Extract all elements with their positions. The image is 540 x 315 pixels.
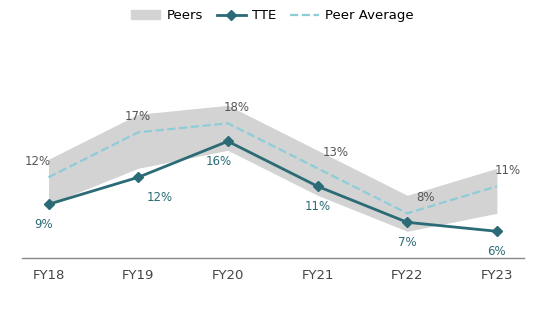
Text: 7%: 7% bbox=[398, 236, 416, 249]
Text: 6%: 6% bbox=[488, 245, 506, 258]
Text: 11%: 11% bbox=[305, 200, 330, 213]
Text: 17%: 17% bbox=[125, 110, 151, 123]
Text: 16%: 16% bbox=[206, 155, 232, 168]
Legend: Peers, TTE, Peer Average: Peers, TTE, Peer Average bbox=[126, 4, 419, 28]
Text: 9%: 9% bbox=[35, 218, 53, 231]
Text: 8%: 8% bbox=[416, 191, 434, 204]
Text: 12%: 12% bbox=[25, 155, 51, 168]
Text: 12%: 12% bbox=[147, 191, 173, 204]
Text: 13%: 13% bbox=[322, 146, 348, 159]
Text: 18%: 18% bbox=[224, 101, 250, 114]
Text: 11%: 11% bbox=[495, 164, 521, 177]
